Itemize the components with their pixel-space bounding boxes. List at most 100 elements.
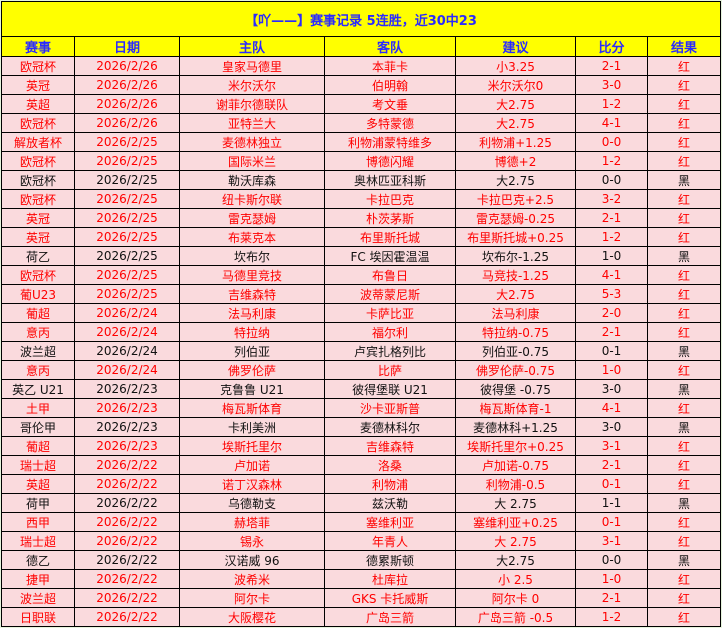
date-cell: 2026/2/25 — [74, 189, 180, 209]
result-cell: 黑 — [646, 170, 722, 190]
date-cell: 2026/2/23 — [74, 436, 180, 456]
score-cell: 1-0 — [575, 569, 648, 589]
date-cell: 2026/2/22 — [74, 607, 180, 627]
home-team-cell: 列伯亚 — [179, 341, 325, 361]
tip-cell: 法马利康 — [455, 303, 576, 323]
result-cell: 红 — [646, 94, 722, 114]
home-team-cell: 谢菲尔德联队 — [179, 94, 325, 114]
col-header-away: 客队 — [324, 36, 456, 57]
score-cell: 1-0 — [575, 246, 648, 266]
table-row: 英冠 2026/2/25 雷克瑟姆 朴茨茅斯 雷克瑟姆-0.25 2-1 红 — [1, 208, 722, 228]
tip-cell: 坎布尔-1.25 — [455, 246, 576, 266]
date-cell: 2026/2/24 — [74, 360, 180, 380]
league-cell: 日职联 — [1, 607, 75, 627]
result-cell: 黑 — [646, 341, 722, 361]
result-cell: 红 — [646, 436, 722, 456]
table-row: 欧冠杯 2026/2/25 马德里竞技 布鲁日 马竞技-1.25 4-1 红 — [1, 265, 722, 285]
away-team-cell: 奥林匹亚科斯 — [324, 170, 456, 190]
tip-cell: 麦德林科+1.25 — [455, 417, 576, 437]
table-row: 波兰超 2026/2/24 列伯亚 卢宾扎格列比 列伯亚-0.75 0-1 黑 — [1, 341, 722, 361]
result-cell: 红 — [646, 284, 722, 304]
away-team-cell: 比萨 — [324, 360, 456, 380]
league-cell: 瑞士超 — [1, 455, 75, 475]
result-cell: 黑 — [646, 246, 722, 266]
score-cell: 1-1 — [575, 493, 648, 513]
result-cell: 黑 — [646, 493, 722, 513]
away-team-cell: 卢宾扎格列比 — [324, 341, 456, 361]
table-row: 欧冠杯 2026/2/26 皇家马德里 本菲卡 小3.25 2-1 红 — [1, 56, 722, 76]
away-team-cell: 广岛三箭 — [324, 607, 456, 627]
date-cell: 2026/2/25 — [74, 132, 180, 152]
tip-cell: 卡拉巴克+2.5 — [455, 189, 576, 209]
result-cell: 红 — [646, 455, 722, 475]
table-row: 西甲 2026/2/22 赫塔菲 塞维利亚 塞维利亚+0.25 0-1 红 — [1, 512, 722, 532]
result-cell: 红 — [646, 607, 722, 627]
score-cell: 3-0 — [575, 417, 648, 437]
tip-cell: 大2.75 — [455, 113, 576, 133]
date-cell: 2026/2/22 — [74, 569, 180, 589]
tip-cell: 利物浦-0.5 — [455, 474, 576, 494]
home-team-cell: 马德里竞技 — [179, 265, 325, 285]
score-cell: 2-1 — [575, 588, 648, 608]
tip-cell: 阿尔卡 0 — [455, 588, 576, 608]
score-cell: 0-0 — [575, 170, 648, 190]
tip-cell: 大 2.75 — [455, 493, 576, 513]
table-row: 英超 2026/2/22 诺丁汉森林 利物浦 利物浦-0.5 0-1 红 — [1, 474, 722, 494]
table-row: 葡超 2026/2/24 法马利康 卡萨比亚 法马利康 2-0 红 — [1, 303, 722, 323]
home-team-cell: 雷克瑟姆 — [179, 208, 325, 228]
league-cell: 英冠 — [1, 227, 75, 247]
result-cell: 红 — [646, 265, 722, 285]
home-team-cell: 汉诺威 96 — [179, 550, 325, 570]
date-cell: 2026/2/22 — [74, 550, 180, 570]
home-team-cell: 卡利美洲 — [179, 417, 325, 437]
league-cell: 波兰超 — [1, 341, 75, 361]
score-cell: 0-1 — [575, 341, 648, 361]
date-cell: 2026/2/22 — [74, 493, 180, 513]
table-row: 英冠 2026/2/25 布莱克本 布里斯托城 布里斯托城+0.25 1-2 红 — [1, 227, 722, 247]
date-cell: 2026/2/24 — [74, 341, 180, 361]
home-team-cell: 特拉纳 — [179, 322, 325, 342]
home-team-cell: 勒沃库森 — [179, 170, 325, 190]
table-row: 欧冠杯 2026/2/25 国际米兰 博德闪耀 博德+2 1-2 红 — [1, 151, 722, 171]
away-team-cell: 本菲卡 — [324, 56, 456, 76]
table-row: 瑞士超 2026/2/22 锡永 年青人大 2.75 3-1 红 — [1, 531, 722, 551]
sheet-title: 【吖——】赛事记录 5连胜，近30中23 — [0, 1, 722, 37]
league-cell: 荷甲 — [1, 493, 75, 513]
result-cell: 红 — [646, 322, 722, 342]
league-cell: 欧冠杯 — [1, 56, 75, 76]
league-cell: 哥伦甲 — [1, 417, 75, 437]
home-team-cell: 皇家马德里 — [179, 56, 325, 76]
league-cell: 英超 — [1, 474, 75, 494]
away-team-cell: 德累斯顿 — [324, 550, 456, 570]
score-cell: 4-1 — [575, 398, 648, 418]
away-team-cell: 麦德林科尔 — [324, 417, 456, 437]
home-team-cell: 乌德勒支 — [179, 493, 325, 513]
away-team-cell: 波蒂蒙尼斯 — [324, 284, 456, 304]
tip-cell: 彼得堡 -0.75 — [455, 379, 576, 399]
score-cell: 4-1 — [575, 265, 648, 285]
date-cell: 2026/2/25 — [74, 227, 180, 247]
tip-cell: 大2.75 — [455, 550, 576, 570]
table-row: 波兰超 2026/2/22 阿尔卡 GKS 卡托威斯 阿尔卡 0 2-1 红 — [1, 588, 722, 608]
tip-cell: 特拉纳-0.75 — [455, 322, 576, 342]
league-cell: 土甲 — [1, 398, 75, 418]
table-row: 意丙 2026/2/24 特拉纳 福尔利 特拉纳-0.75 2-1 红 — [1, 322, 722, 342]
score-cell: 0-1 — [575, 512, 648, 532]
league-cell: 欧冠杯 — [1, 170, 75, 190]
away-team-cell: 布鲁日 — [324, 265, 456, 285]
home-team-cell: 布莱克本 — [179, 227, 325, 247]
tip-cell: 埃斯托里尔+0.25 — [455, 436, 576, 456]
date-cell: 2026/2/26 — [74, 113, 180, 133]
away-team-cell: 杜库拉 — [324, 569, 456, 589]
tip-cell: 卢加诺-0.75 — [455, 455, 576, 475]
home-team-cell: 法马利康 — [179, 303, 325, 323]
score-cell: 4-1 — [575, 113, 648, 133]
away-team-cell: 利物浦蒙特维多 — [324, 132, 456, 152]
away-team-cell: 考文垂 — [324, 94, 456, 114]
table-row: 葡U23 2026/2/25 吉维森特 波蒂蒙尼斯 大2.75 5-3 红 — [1, 284, 722, 304]
date-cell: 2026/2/24 — [74, 303, 180, 323]
away-team-cell: 福尔利 — [324, 322, 456, 342]
table-row: 英冠 2026/2/26 米尔沃尔 伯明翰 米尔沃尔0 3-0 红 — [1, 75, 722, 95]
away-team-cell: 伯明翰 — [324, 75, 456, 95]
col-header-home: 主队 — [179, 36, 325, 57]
